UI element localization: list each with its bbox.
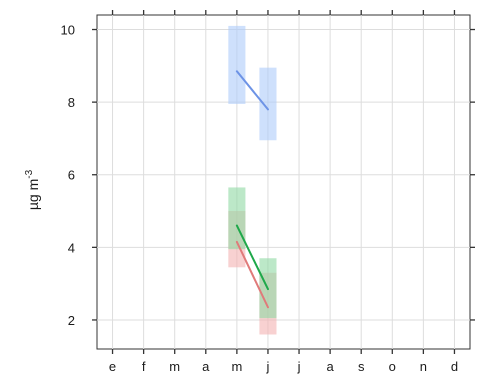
y-tick-label: 4 <box>68 240 75 255</box>
y-tick-label: 8 <box>68 95 75 110</box>
x-tick-label: m <box>169 359 180 374</box>
x-tick-label: s <box>358 359 365 374</box>
y-axis-label: µg m-3 <box>24 169 41 210</box>
x-tick-label: m <box>231 359 242 374</box>
x-tick-label: e <box>109 359 116 374</box>
confidence-band <box>259 67 277 141</box>
x-tick-label: a <box>202 359 210 374</box>
x-tick-label: d <box>451 359 458 374</box>
y-tick-label: 6 <box>68 168 75 183</box>
axes: e f m a m j j a s o n d 2 4 6 8 10 <box>61 10 475 374</box>
x-tick-label: j <box>297 359 301 374</box>
series-lines <box>235 70 269 309</box>
x-tick-label: j <box>266 359 270 374</box>
x-tick-label: a <box>327 359 335 374</box>
x-tick-label: f <box>142 359 146 374</box>
plot-frame <box>96 14 471 350</box>
confidence-bands <box>228 25 277 335</box>
x-tick-label: o <box>389 359 396 374</box>
confidence-band <box>228 25 246 104</box>
y-tick-label: 10 <box>61 23 75 38</box>
series-line <box>235 224 269 291</box>
series-line <box>235 70 269 111</box>
x-tick-label: n <box>420 359 427 374</box>
series-line <box>235 240 269 309</box>
y-tick-label: 2 <box>68 313 75 328</box>
